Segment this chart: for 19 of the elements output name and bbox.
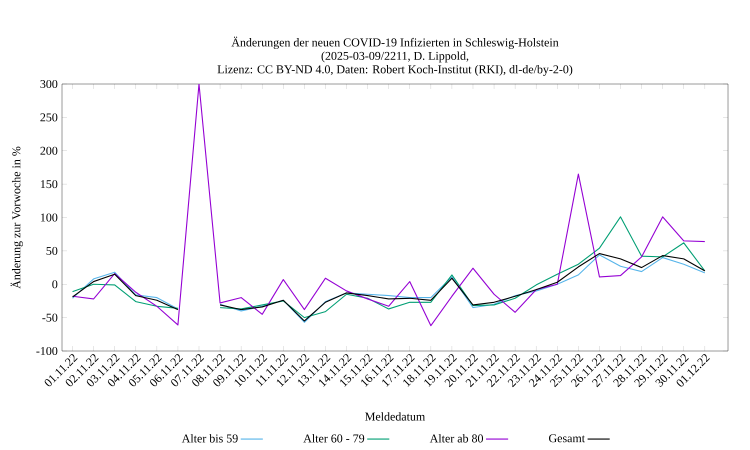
y-tick-label: 100 bbox=[40, 213, 58, 222]
y-tick-label: -50 bbox=[42, 314, 58, 322]
legend-label: Alter ab 80 bbox=[430, 434, 484, 442]
y-axis-title: Änderung zur Vorwoche in % bbox=[10, 146, 23, 289]
line-series bbox=[72, 84, 706, 326]
y-tick-label: 50 bbox=[46, 246, 58, 255]
y-tick-label: 250 bbox=[40, 113, 58, 122]
y-tick-label: 0 bbox=[52, 280, 58, 288]
legend-label: Alter bis 59 bbox=[182, 434, 238, 442]
y-tick-label: 200 bbox=[40, 146, 58, 155]
y-tick-label: -100 bbox=[36, 346, 58, 356]
x-axis-title: Meldedatum bbox=[365, 412, 426, 421]
legend-label: Alter 60 - 79 bbox=[303, 434, 364, 442]
y-tick-label: 150 bbox=[40, 180, 58, 188]
chart-subtitle: (2025-03-09/2211, D. Lippold, bbox=[322, 52, 468, 62]
chart-title: Änderungen der neuen COVID-19 Infizierten in Schleswig-Holstein bbox=[231, 36, 559, 49]
text: Lizenz: CC BY-ND 4.0, Daten: Robert Koch-Institut (RKI), dl-de/by-2-0) bbox=[218, 64, 572, 76]
legend-label: Gesamt bbox=[549, 434, 585, 442]
y-tick-label: 300 bbox=[40, 80, 58, 88]
